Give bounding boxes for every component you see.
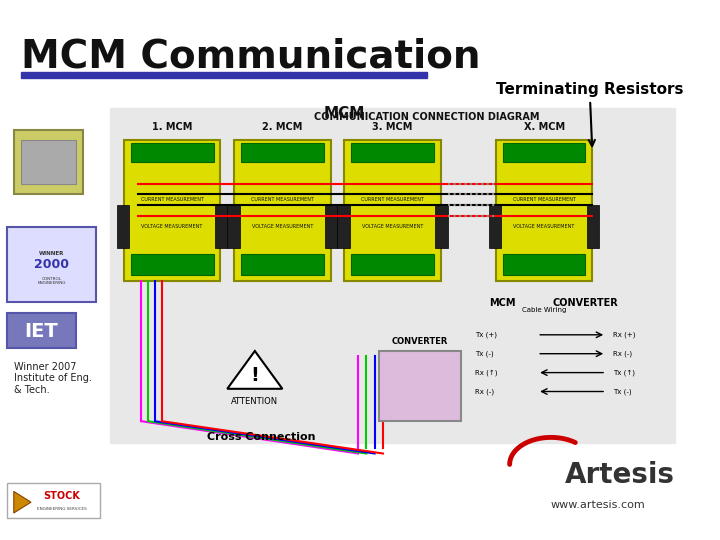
Bar xyxy=(215,205,228,248)
Text: !: ! xyxy=(251,366,259,385)
Text: MCM Communication: MCM Communication xyxy=(21,38,480,76)
Text: X. MCM: X. MCM xyxy=(523,122,564,132)
Text: STOCK: STOCK xyxy=(43,491,81,501)
Bar xyxy=(338,205,350,248)
Bar xyxy=(21,140,76,184)
Text: Cable Wiring: Cable Wiring xyxy=(522,307,567,313)
Text: Cross Connection: Cross Connection xyxy=(207,432,316,442)
Text: Tx (-): Tx (-) xyxy=(613,388,631,395)
Bar xyxy=(503,254,585,275)
Text: VOLTAGE MEASUREMENT: VOLTAGE MEASUREMENT xyxy=(252,224,313,230)
Text: VOLTAGE MEASUREMENT: VOLTAGE MEASUREMENT xyxy=(513,224,575,230)
Text: CURRENT MEASUREMENT: CURRENT MEASUREMENT xyxy=(361,197,424,202)
Bar xyxy=(117,205,130,248)
Bar xyxy=(241,254,324,275)
Text: 2. MCM: 2. MCM xyxy=(262,122,302,132)
Text: CONVERTER: CONVERTER xyxy=(392,336,449,346)
Text: 3. MCM: 3. MCM xyxy=(372,122,413,132)
Bar xyxy=(124,140,220,281)
Bar xyxy=(234,140,330,281)
Bar xyxy=(131,143,214,162)
Text: Winner 2007
Institute of Eng.
& Tech.: Winner 2007 Institute of Eng. & Tech. xyxy=(14,362,91,395)
Text: CURRENT MEASUREMENT: CURRENT MEASUREMENT xyxy=(140,197,204,202)
Text: CONVERTER: CONVERTER xyxy=(552,298,618,308)
Text: Rx (-): Rx (-) xyxy=(613,350,632,357)
Bar xyxy=(496,140,593,281)
Bar xyxy=(436,205,448,248)
Bar xyxy=(7,227,96,302)
Bar xyxy=(21,72,427,78)
Bar xyxy=(7,313,76,348)
Text: www.artesis.com: www.artesis.com xyxy=(551,500,646,510)
Text: CURRENT MEASUREMENT: CURRENT MEASUREMENT xyxy=(513,197,575,202)
Bar xyxy=(351,254,434,275)
Text: 1. MCM: 1. MCM xyxy=(152,122,192,132)
Text: WINNER: WINNER xyxy=(39,251,64,256)
Text: Rx (-): Rx (-) xyxy=(475,388,495,395)
Text: COMMUNICATION CONNECTION DIAGRAM: COMMUNICATION CONNECTION DIAGRAM xyxy=(314,111,540,122)
Text: VOLTAGE MEASUREMENT: VOLTAGE MEASUREMENT xyxy=(142,224,203,230)
Bar xyxy=(503,143,585,162)
Polygon shape xyxy=(228,351,282,389)
Bar xyxy=(379,351,462,421)
Text: VOLTAGE MEASUREMENT: VOLTAGE MEASUREMENT xyxy=(362,224,423,230)
Bar xyxy=(587,205,599,248)
Text: CONTROL
ENGINEERING: CONTROL ENGINEERING xyxy=(37,276,66,285)
Text: ENGINEERING SERVICES: ENGINEERING SERVICES xyxy=(37,507,87,511)
Bar xyxy=(351,143,434,162)
Text: Rx (↑): Rx (↑) xyxy=(475,369,498,376)
Bar xyxy=(110,108,675,443)
Bar xyxy=(131,254,214,275)
Text: MCM: MCM xyxy=(490,298,516,308)
Bar xyxy=(228,205,240,248)
Bar xyxy=(489,205,501,248)
Text: Tx (-): Tx (-) xyxy=(475,350,494,357)
Bar xyxy=(325,205,338,248)
Text: Terminating Resistors: Terminating Resistors xyxy=(496,82,683,146)
Polygon shape xyxy=(14,491,31,513)
Text: Rx (+): Rx (+) xyxy=(613,332,636,338)
Text: Tx (↑): Tx (↑) xyxy=(613,369,635,376)
Text: ATTENTION: ATTENTION xyxy=(231,397,279,406)
Bar xyxy=(14,130,83,194)
Text: Artesis: Artesis xyxy=(564,461,675,489)
Text: CURRENT MEASUREMENT: CURRENT MEASUREMENT xyxy=(251,197,314,202)
Text: Tx (+): Tx (+) xyxy=(475,332,498,338)
Text: MCM: MCM xyxy=(324,106,365,122)
Text: 2000: 2000 xyxy=(34,258,69,271)
Bar xyxy=(7,483,100,518)
Text: IET: IET xyxy=(24,321,58,341)
Bar xyxy=(344,140,441,281)
Bar xyxy=(241,143,324,162)
